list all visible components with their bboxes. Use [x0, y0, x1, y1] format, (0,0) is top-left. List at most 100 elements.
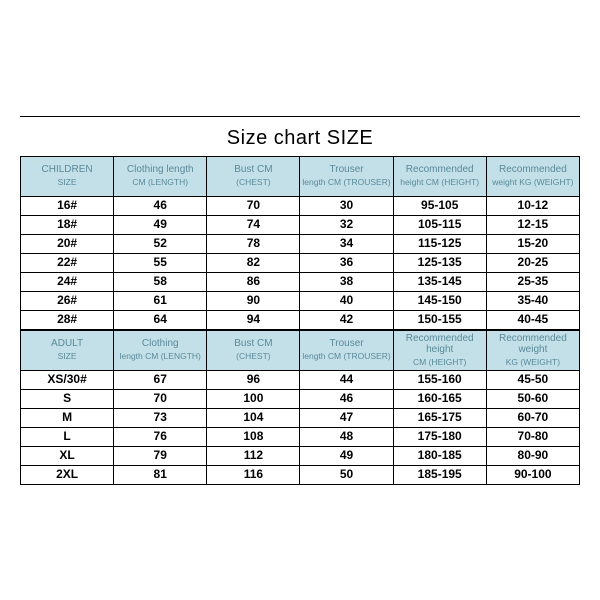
- cell-clothing: 49: [114, 215, 207, 234]
- cell-bust: 74: [207, 215, 300, 234]
- cell-height: 135-145: [393, 272, 486, 291]
- size-chart: Size chart SIZE CHILDREN SIZE Clothing l…: [20, 116, 580, 485]
- cell-weight: 35-40: [486, 291, 579, 310]
- cell-height: 105-115: [393, 215, 486, 234]
- cell-bust: 108: [207, 427, 300, 446]
- col-weight: Recommended weight KG (WEIGHT): [486, 156, 579, 196]
- cell-weight: 20-25: [486, 253, 579, 272]
- cell-trouser: 34: [300, 234, 393, 253]
- cell-bust: 94: [207, 310, 300, 329]
- children-header-row: CHILDREN SIZE Clothing length CM (LENGTH…: [21, 156, 580, 196]
- cell-size: M: [21, 408, 114, 427]
- cell-size: S: [21, 389, 114, 408]
- cell-height: 125-135: [393, 253, 486, 272]
- cell-height: 95-105: [393, 196, 486, 215]
- table-row: 2XL8111650185-19590-100: [21, 465, 580, 484]
- cell-bust: 86: [207, 272, 300, 291]
- cell-clothing: 58: [114, 272, 207, 291]
- cell-size: 18#: [21, 215, 114, 234]
- col-height: Recommended height CM (HEIGHT): [393, 156, 486, 196]
- cell-bust: 112: [207, 446, 300, 465]
- cell-trouser: 30: [300, 196, 393, 215]
- cell-bust: 82: [207, 253, 300, 272]
- table-row: XS/30#679644155-16045-50: [21, 370, 580, 389]
- cell-weight: 80-90: [486, 446, 579, 465]
- table-row: M7310447165-17560-70: [21, 408, 580, 427]
- col-height: Recommended height CM (HEIGHT): [393, 330, 486, 370]
- cell-clothing: 52: [114, 234, 207, 253]
- cell-weight: 70-80: [486, 427, 579, 446]
- children-table: CHILDREN SIZE Clothing length CM (LENGTH…: [20, 156, 580, 330]
- cell-trouser: 44: [300, 370, 393, 389]
- cell-weight: 60-70: [486, 408, 579, 427]
- cell-size: 26#: [21, 291, 114, 310]
- cell-height: 160-165: [393, 389, 486, 408]
- cell-bust: 90: [207, 291, 300, 310]
- cell-weight: 12-15: [486, 215, 579, 234]
- cell-trouser: 48: [300, 427, 393, 446]
- cell-height: 145-150: [393, 291, 486, 310]
- cell-bust: 104: [207, 408, 300, 427]
- cell-trouser: 36: [300, 253, 393, 272]
- cell-size: 28#: [21, 310, 114, 329]
- col-size: ADULT SIZE: [21, 330, 114, 370]
- adult-header-row: ADULT SIZE Clothing length CM (LENGTH) B…: [21, 330, 580, 370]
- cell-trouser: 42: [300, 310, 393, 329]
- cell-size: 2XL: [21, 465, 114, 484]
- cell-size: 24#: [21, 272, 114, 291]
- cell-trouser: 38: [300, 272, 393, 291]
- cell-trouser: 46: [300, 389, 393, 408]
- cell-bust: 78: [207, 234, 300, 253]
- cell-height: 150-155: [393, 310, 486, 329]
- cell-weight: 15-20: [486, 234, 579, 253]
- col-size: CHILDREN SIZE: [21, 156, 114, 196]
- cell-height: 185-195: [393, 465, 486, 484]
- table-row: S7010046160-16550-60: [21, 389, 580, 408]
- table-row: 26#619040145-15035-40: [21, 291, 580, 310]
- table-row: 18#497432105-11512-15: [21, 215, 580, 234]
- col-weight: Recommended weight KG (WEIGHT): [486, 330, 579, 370]
- cell-weight: 25-35: [486, 272, 579, 291]
- cell-clothing: 61: [114, 291, 207, 310]
- cell-size: L: [21, 427, 114, 446]
- cell-clothing: 79: [114, 446, 207, 465]
- table-row: L7610848175-18070-80: [21, 427, 580, 446]
- table-row: 16#46703095-10510-12: [21, 196, 580, 215]
- cell-weight: 10-12: [486, 196, 579, 215]
- cell-weight: 50-60: [486, 389, 579, 408]
- cell-weight: 40-45: [486, 310, 579, 329]
- table-row: XL7911249180-18580-90: [21, 446, 580, 465]
- cell-clothing: 55: [114, 253, 207, 272]
- cell-bust: 100: [207, 389, 300, 408]
- cell-size: XS/30#: [21, 370, 114, 389]
- col-bust: Bust CM (CHEST): [207, 330, 300, 370]
- cell-bust: 96: [207, 370, 300, 389]
- table-row: 28#649442150-15540-45: [21, 310, 580, 329]
- cell-trouser: 47: [300, 408, 393, 427]
- cell-clothing: 73: [114, 408, 207, 427]
- cell-trouser: 50: [300, 465, 393, 484]
- cell-height: 175-180: [393, 427, 486, 446]
- table-row: 24#588638135-14525-35: [21, 272, 580, 291]
- cell-clothing: 76: [114, 427, 207, 446]
- cell-size: 22#: [21, 253, 114, 272]
- cell-clothing: 67: [114, 370, 207, 389]
- table-row: 20#527834115-12515-20: [21, 234, 580, 253]
- col-clothing: Clothing length CM (LENGTH): [114, 330, 207, 370]
- cell-clothing: 46: [114, 196, 207, 215]
- cell-clothing: 64: [114, 310, 207, 329]
- col-clothing: Clothing length CM (LENGTH): [114, 156, 207, 196]
- cell-height: 115-125: [393, 234, 486, 253]
- cell-height: 165-175: [393, 408, 486, 427]
- cell-bust: 116: [207, 465, 300, 484]
- cell-weight: 45-50: [486, 370, 579, 389]
- cell-clothing: 70: [114, 389, 207, 408]
- cell-size: 16#: [21, 196, 114, 215]
- cell-height: 180-185: [393, 446, 486, 465]
- col-trouser: Trouser length CM (TROUSER): [300, 156, 393, 196]
- cell-trouser: 40: [300, 291, 393, 310]
- cell-height: 155-160: [393, 370, 486, 389]
- cell-size: 20#: [21, 234, 114, 253]
- col-trouser: Trouser length CM (TROUSER): [300, 330, 393, 370]
- cell-bust: 70: [207, 196, 300, 215]
